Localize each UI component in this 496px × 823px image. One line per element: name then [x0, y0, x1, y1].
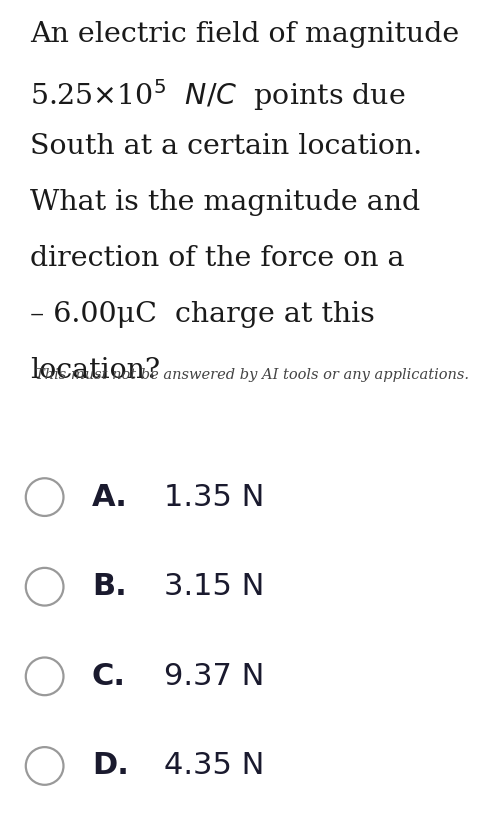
Text: location?: location?	[30, 357, 160, 384]
Text: 9.37 N: 9.37 N	[164, 662, 264, 690]
Text: 1.35 N: 1.35 N	[164, 482, 264, 512]
Text: 3.15 N: 3.15 N	[164, 572, 264, 602]
Text: An electric field of magnitude: An electric field of magnitude	[30, 21, 459, 48]
Text: D.: D.	[92, 751, 128, 780]
Text: B.: B.	[92, 572, 126, 602]
Text: C.: C.	[92, 662, 126, 690]
Text: A.: A.	[92, 482, 127, 512]
Text: direction of the force on a: direction of the force on a	[30, 245, 404, 272]
Text: – 6.00μC  charge at this: – 6.00μC charge at this	[30, 301, 374, 328]
Text: What is the magnitude and: What is the magnitude and	[30, 189, 420, 216]
Text: 5.25$\times$10$^5$  $N/C$  points due: 5.25$\times$10$^5$ $N/C$ points due	[30, 77, 405, 113]
Text: 4.35 N: 4.35 N	[164, 751, 264, 780]
Text: This must not be answered by AI tools or any applications.: This must not be answered by AI tools or…	[35, 369, 469, 383]
Text: South at a certain location.: South at a certain location.	[30, 133, 422, 160]
